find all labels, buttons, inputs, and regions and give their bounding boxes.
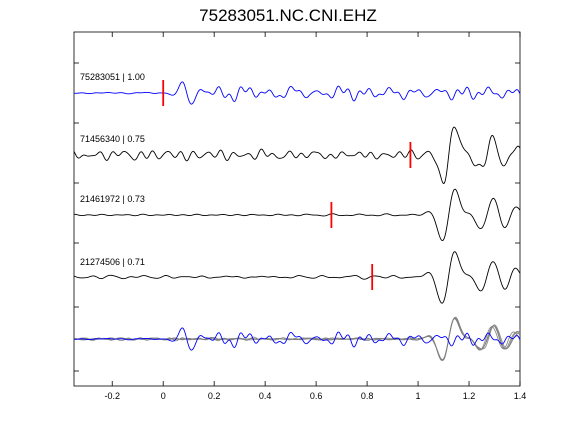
x-tick-label: 0.2 — [208, 391, 221, 401]
stack-template-trace — [73, 327, 521, 351]
trace-75283051 — [73, 81, 521, 105]
x-tick-label: 0.8 — [361, 391, 374, 401]
trace-labels: 75283051 | 1.00 71456340 | 0.75 21461972 |… — [80, 72, 145, 267]
axes-box — [73, 31, 521, 387]
trace-label: 75283051 | 1.00 — [80, 72, 145, 82]
x-tick-label: 0.6 — [310, 391, 323, 401]
trace-21274506 — [73, 251, 521, 304]
x-tick-label: 0.4 — [259, 391, 272, 401]
x-tick-label: 0 — [161, 391, 166, 401]
traces — [73, 80, 521, 361]
trace-label: 21461972 | 0.73 — [80, 194, 145, 204]
trace-label: 21274506 | 0.71 — [80, 257, 145, 267]
x-tick-label: 1 — [416, 391, 421, 401]
x-tick-label: 1.2 — [463, 391, 476, 401]
x-tick-label: -0.2 — [104, 391, 120, 401]
x-tick-label: 1.4 — [514, 391, 527, 401]
trace-label: 71456340 | 0.75 — [80, 134, 145, 144]
trace-71456340 — [73, 126, 521, 185]
trace-21461972 — [73, 188, 521, 242]
chart-title: 75283051.NC.CNI.EHZ — [199, 6, 377, 25]
axes: -0.2 0 0.2 0.4 0.6 0.8 1 1.2 1.4 — [73, 31, 527, 401]
